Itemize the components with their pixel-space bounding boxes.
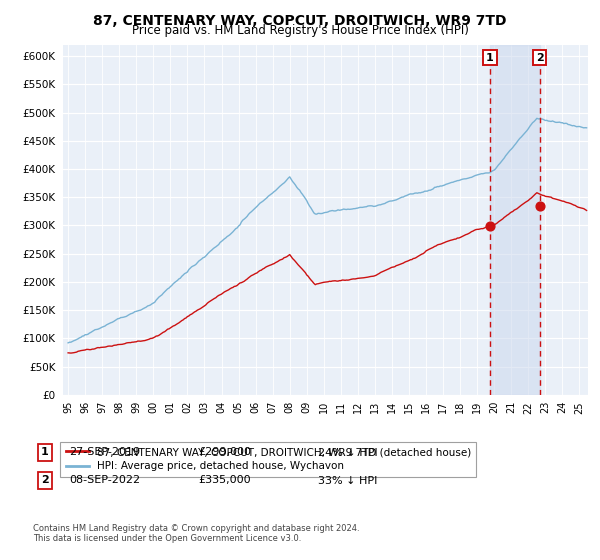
Text: 87, CENTENARY WAY, COPCUT, DROITWICH, WR9 7TD: 87, CENTENARY WAY, COPCUT, DROITWICH, WR… [93,14,507,28]
Text: 08-SEP-2022: 08-SEP-2022 [69,475,140,486]
Text: 33% ↓ HPI: 33% ↓ HPI [318,475,377,486]
Text: 24% ↓ HPI: 24% ↓ HPI [318,447,377,458]
Text: This data is licensed under the Open Government Licence v3.0.: This data is licensed under the Open Gov… [33,534,301,543]
Point [535,201,545,210]
Text: Price paid vs. HM Land Registry's House Price Index (HPI): Price paid vs. HM Land Registry's House … [131,24,469,37]
Text: 1: 1 [41,447,49,458]
Text: 1: 1 [486,53,494,63]
Text: £335,000: £335,000 [198,475,251,486]
Text: 2: 2 [41,475,49,486]
Text: £299,000: £299,000 [198,447,251,458]
Text: 27-SEP-2019: 27-SEP-2019 [69,447,140,458]
Legend: 87, CENTENARY WAY, COPCUT, DROITWICH, WR9 7TD (detached house), HPI: Average pri: 87, CENTENARY WAY, COPCUT, DROITWICH, WR… [61,442,476,477]
Bar [490,45,540,395]
Text: 2: 2 [536,53,544,63]
Text: Contains HM Land Registry data © Crown copyright and database right 2024.: Contains HM Land Registry data © Crown c… [33,524,359,533]
Point [485,222,495,231]
